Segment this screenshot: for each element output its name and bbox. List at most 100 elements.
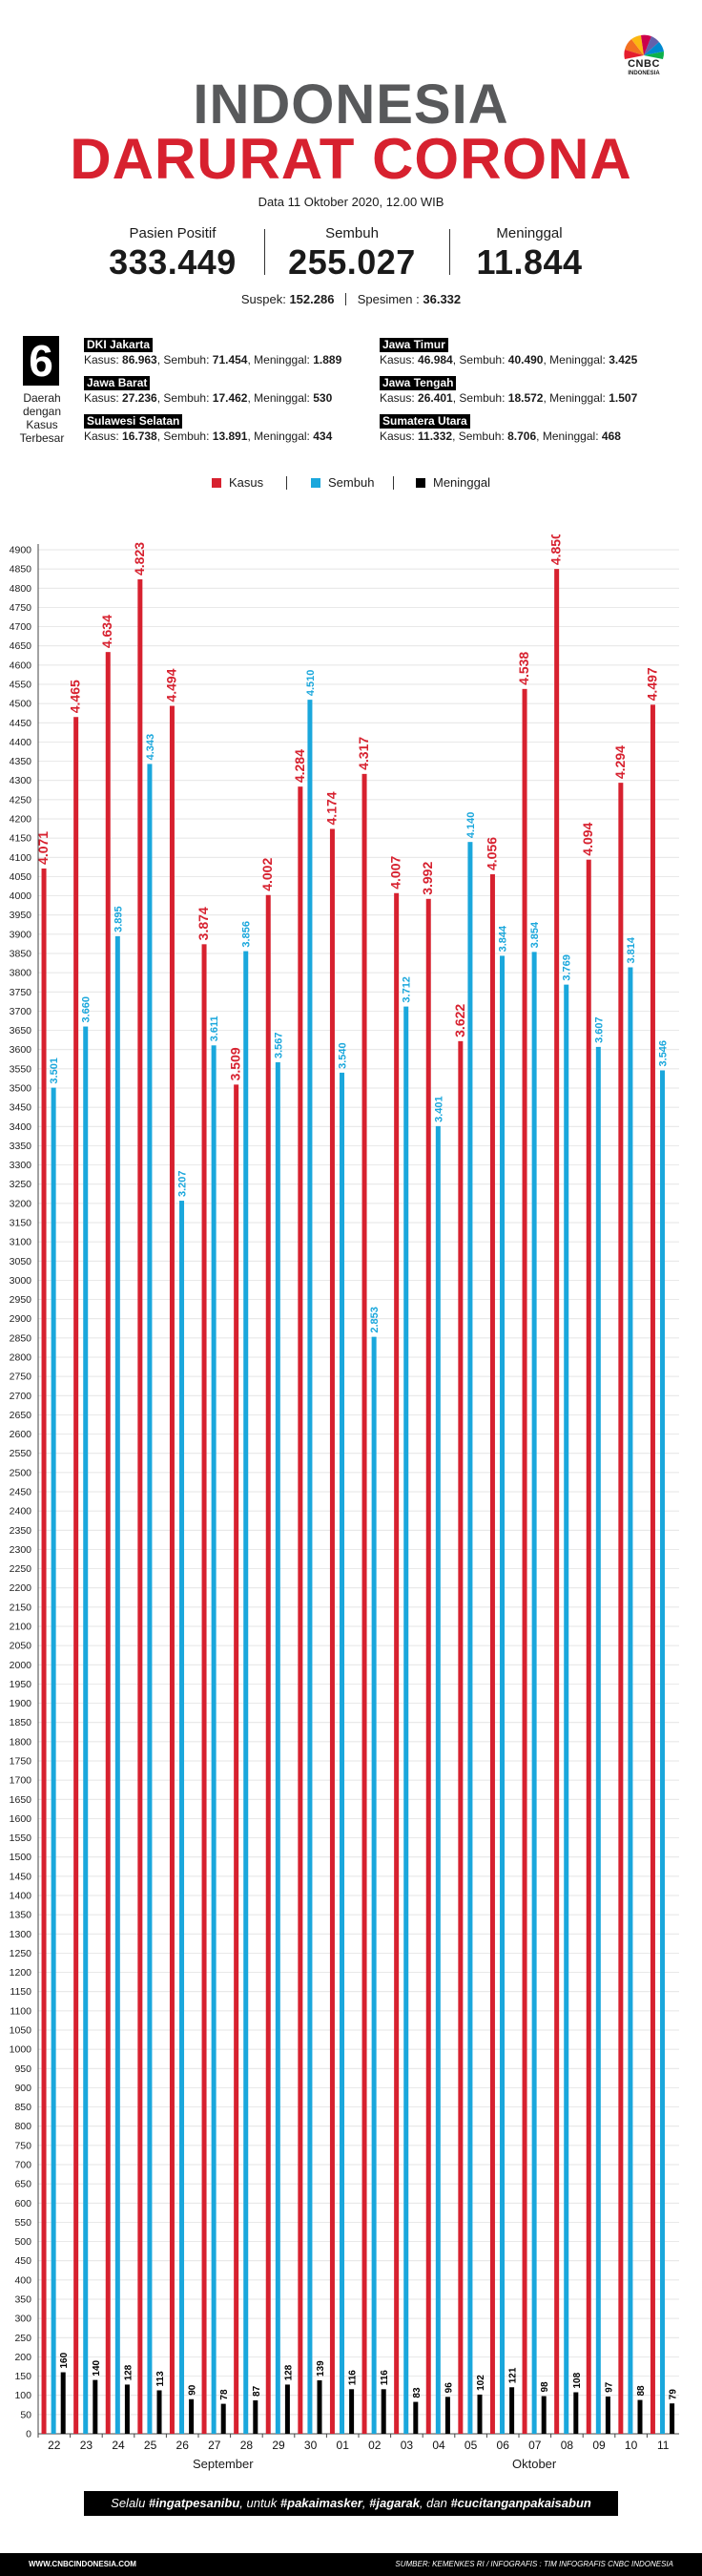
footer-website: WWW.CNBCINDONESIA.COM xyxy=(29,2560,136,2568)
province-item: DKI Jakarta Kasus: 86.963, Sembuh: 71.45… xyxy=(84,337,341,367)
bar-sembuh xyxy=(147,764,153,2435)
y-tick-label: 950 xyxy=(14,2063,31,2075)
y-tick-label: 3000 xyxy=(10,1275,32,1287)
bar-meninggal xyxy=(284,2384,290,2434)
stat-divider xyxy=(449,229,450,275)
bar-sembuh xyxy=(307,700,313,2434)
province-name: Jawa Timur xyxy=(380,338,448,352)
data-label-sembuh: 3.401 xyxy=(433,1096,444,1122)
y-tick-label: 1600 xyxy=(10,1813,32,1825)
data-label-meninggal: 90 xyxy=(188,2384,198,2396)
bar-sembuh xyxy=(340,1072,345,2434)
bar-meninggal xyxy=(637,2399,643,2434)
campaign-banner: Selalu #ingatpesanibu, untuk #pakaimaske… xyxy=(84,2491,618,2516)
y-tick-label: 2250 xyxy=(10,1563,32,1575)
data-label-meninggal: 102 xyxy=(476,2375,486,2391)
data-label-meninggal: 79 xyxy=(669,2389,679,2400)
data-label-meninggal: 116 xyxy=(380,2370,390,2386)
y-tick-label: 1500 xyxy=(10,1852,32,1863)
y-tick-label: 3050 xyxy=(10,1256,32,1267)
y-tick-label: 3400 xyxy=(10,1121,32,1133)
y-tick-label: 2450 xyxy=(10,1487,32,1498)
bar-meninggal xyxy=(93,2379,98,2434)
y-tick-label: 200 xyxy=(14,2352,31,2363)
province-stats: Kasus: 26.401, Sembuh: 18.572, Meninggal… xyxy=(380,391,638,405)
data-label-meninggal: 83 xyxy=(412,2387,423,2398)
bar-sembuh xyxy=(275,1062,280,2434)
y-tick-label: 50 xyxy=(20,2409,31,2420)
legend-swatch xyxy=(416,478,425,488)
bar-kasus xyxy=(522,688,527,2435)
y-tick-label: 3250 xyxy=(10,1179,32,1190)
data-label-kasus: 4.056 xyxy=(484,837,499,870)
data-label-sembuh: 3.546 xyxy=(658,1040,670,1067)
y-tick-label: 800 xyxy=(14,2121,31,2132)
y-tick-label: 750 xyxy=(14,2140,31,2151)
y-tick-label: 1750 xyxy=(10,1756,32,1768)
data-label-sembuh: 3.501 xyxy=(49,1058,60,1084)
bar-kasus xyxy=(618,783,624,2434)
bar-sembuh xyxy=(531,952,537,2434)
y-tick-label: 450 xyxy=(14,2255,31,2267)
data-label-kasus: 3.509 xyxy=(228,1047,243,1080)
data-label-sembuh: 3.854 xyxy=(529,921,541,948)
suspek-label: Suspek: xyxy=(240,292,286,306)
bar-meninggal xyxy=(189,2398,195,2434)
month-label-september: September xyxy=(193,2457,254,2471)
stat-positive-label: Pasien Positif xyxy=(129,225,217,241)
province-stats: Kasus: 16.738, Sembuh: 13.891, Meninggal… xyxy=(84,429,333,443)
y-tick-label: 3650 xyxy=(10,1025,32,1037)
bar-kasus xyxy=(137,579,143,2434)
y-tick-label: 1900 xyxy=(10,1698,32,1709)
bar-meninggal xyxy=(349,2389,355,2434)
data-label-sembuh: 3.611 xyxy=(209,1016,220,1041)
x-tick-label: 02 xyxy=(368,2439,382,2452)
stat-deaths: Meninggal 11.844 xyxy=(448,225,610,283)
y-tick-label: 3150 xyxy=(10,1218,32,1229)
y-tick-label: 350 xyxy=(14,2294,31,2306)
data-label-sembuh: 3.607 xyxy=(593,1016,605,1043)
bar-sembuh xyxy=(595,1046,601,2434)
y-tick-label: 2300 xyxy=(10,1544,32,1556)
bar-kasus xyxy=(394,892,400,2434)
y-tick-label: 4500 xyxy=(10,699,32,710)
y-tick-label: 4450 xyxy=(10,718,32,729)
bar-meninggal xyxy=(156,2390,162,2434)
bar-meninggal xyxy=(60,2372,66,2434)
legend-divider xyxy=(286,476,287,490)
y-tick-label: 100 xyxy=(14,2390,31,2401)
bar-kasus xyxy=(234,1084,239,2434)
y-tick-label: 4850 xyxy=(10,564,32,576)
x-tick-label: 29 xyxy=(272,2439,285,2452)
bar-sembuh xyxy=(83,1026,89,2434)
y-tick-label: 1650 xyxy=(10,1794,32,1806)
bar-sembuh xyxy=(403,1006,409,2434)
y-tick-label: 3450 xyxy=(10,1102,32,1114)
x-tick-label: 27 xyxy=(208,2439,221,2452)
bar-meninggal xyxy=(124,2384,130,2434)
y-tick-label: 4250 xyxy=(10,794,32,806)
bar-meninggal xyxy=(477,2394,483,2434)
data-label-kasus: 4.497 xyxy=(644,667,659,701)
y-tick-label: 3800 xyxy=(10,968,32,979)
data-label-kasus: 3.992 xyxy=(420,862,435,895)
y-tick-label: 4400 xyxy=(10,737,32,748)
stat-divider xyxy=(264,229,265,275)
month-label-oktober: Oktober xyxy=(512,2457,557,2471)
stat-recovered-label: Sembuh xyxy=(325,225,379,241)
data-label-meninggal: 108 xyxy=(572,2372,583,2388)
data-label-sembuh: 3.769 xyxy=(562,954,573,981)
data-label-kasus: 3.622 xyxy=(452,1004,467,1037)
legend-item-kasus: Kasus xyxy=(212,475,263,491)
y-tick-label: 700 xyxy=(14,2160,31,2171)
y-tick-label: 1250 xyxy=(10,1948,32,1959)
spesimen-value: 36.332 xyxy=(423,292,462,306)
data-label-meninggal: 121 xyxy=(508,2367,519,2383)
y-tick-label: 3500 xyxy=(10,1083,32,1095)
bar-meninggal xyxy=(253,2399,258,2434)
bar-sembuh xyxy=(179,1201,185,2434)
x-tick-label: 05 xyxy=(465,2439,478,2452)
bar-kasus xyxy=(361,773,367,2434)
data-label-meninggal: 88 xyxy=(636,2385,647,2397)
x-tick-label: 03 xyxy=(401,2439,414,2452)
